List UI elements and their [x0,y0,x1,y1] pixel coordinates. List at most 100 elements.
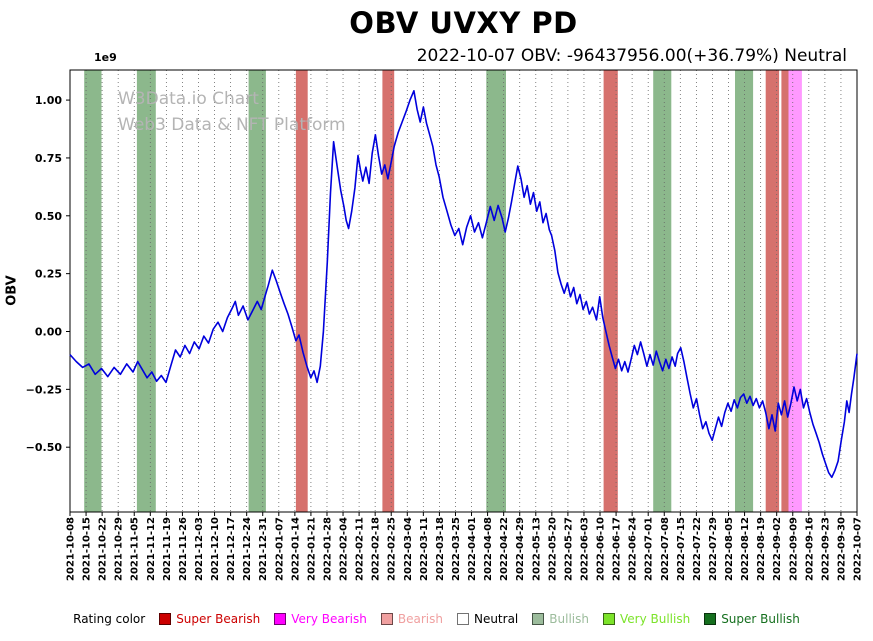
x-tick-label: 2021-10-22 [98,517,109,581]
gridlines [69,70,858,516]
rating-band-bullish [84,70,102,512]
x-tick-label: 2022-01-21 [306,517,317,581]
legend-item-bearish: Bearish [380,612,443,626]
x-tick-label: 2022-03-25 [451,517,462,581]
y-tick-label: 1.00 [35,94,62,107]
x-tick-label: 2022-09-02 [772,517,783,581]
x-tick-label: 2022-10-07 [853,517,864,581]
x-tick-label: 2022-02-11 [355,517,366,581]
legend-swatch-super-bearish [159,613,172,625]
x-tick-label: 2021-11-26 [178,517,189,581]
legend-item-bullish: Bullish [532,612,589,626]
legend-swatch-super-bullish [704,613,717,625]
legend-item-very-bullish: Very Bullish [602,612,691,626]
rating-bands [84,70,802,512]
rating-band-bullish [248,70,266,512]
x-tick-label: 2022-02-25 [387,517,398,581]
x-tick-label: 2022-02-18 [371,517,382,581]
rating-band-very-bearish [788,70,802,512]
y-axis-multiplier: 1e9 [94,51,117,64]
legend-item-super-bearish: Super Bearish [159,612,260,626]
obv-line [69,90,858,479]
x-tick-label: 2021-11-05 [130,517,141,581]
x-tick-label: 2022-04-29 [515,517,526,581]
x-tick-label: 2022-06-03 [580,517,591,581]
x-tick-label: 2021-11-19 [162,517,173,581]
x-tick-label: 2022-07-29 [708,517,719,581]
x-tick-label: 2022-08-19 [756,517,767,581]
x-tick-label: 2022-01-07 [274,517,285,581]
x-tick-label: 2022-04-22 [499,517,510,581]
legend-item-neutral: Neutral [456,612,519,626]
x-tick-label: 2022-01-28 [323,517,334,581]
x-tick-label: 2021-12-10 [210,517,221,581]
x-tick-label: 2022-04-08 [483,517,494,581]
x-tick-label: 2022-08-12 [740,517,751,581]
y-tick-label: 0.75 [35,152,62,165]
x-tick-label: 2022-06-24 [628,517,639,581]
legend-swatch-bearish [380,613,393,625]
x-tick-label: 2021-12-17 [226,517,237,581]
x-tick-label: 2022-02-04 [339,517,350,581]
x-tick-label: 2022-09-23 [820,517,831,581]
rating-band-bullish [136,70,156,512]
x-tick-label: 2022-03-04 [403,517,414,581]
x-tick-label: 2022-06-17 [612,517,623,581]
x-tick-label: 2022-03-18 [435,517,446,581]
y-tick-label: −0.25 [26,383,62,396]
rating-band-bullish [486,70,506,512]
y-axis-label: OBV [4,275,20,306]
y-tick-label: 0.50 [35,210,62,223]
legend-item-super-bullish: Super Bullish [704,612,800,626]
x-tick-label: 2022-04-01 [467,517,478,581]
rating-band-bearish [781,70,789,512]
legend-swatch-neutral [456,613,469,625]
legend-title: Rating color [73,612,146,626]
x-tick-label: 2021-10-29 [114,517,125,581]
x-tick-label: 2022-03-11 [419,517,430,581]
rating-band-bullish [653,70,672,512]
x-tick-label: 2022-08-05 [724,517,735,581]
x-tick-label: 2022-09-30 [836,517,847,581]
legend-label: Bearish [397,612,443,626]
legend-item-very-bearish: Very Bearish [274,612,367,626]
x-tick-label: 2022-09-09 [788,517,799,581]
legend-label: Super Bearish [176,612,261,626]
chart-subtitle: 2022-10-07 OBV: -96437956.00(+36.79%) Ne… [416,46,847,66]
x-tick-label: 2022-05-27 [563,517,574,581]
x-tick-label: 2021-11-12 [146,517,157,581]
plot-frame [69,69,858,513]
legend-label: Bullish [549,612,589,626]
legend-label: Very Bullish [619,612,691,626]
legend-label: Very Bearish [291,612,367,626]
x-tick-label: 2021-12-31 [258,517,269,581]
x-tick-label: 2021-10-15 [82,517,93,581]
chart-title: OBV UVXY PD [349,6,578,40]
x-tick-label: 2021-12-24 [242,517,253,581]
x-tick-label: 2021-12-03 [194,517,205,581]
legend-label: Super Bullish [721,612,800,626]
x-tick-label: 2022-07-22 [692,517,703,581]
x-tick-label: 2022-05-13 [531,517,542,581]
legend-swatch-very-bearish [274,613,287,625]
x-tick-label: 2022-05-20 [547,517,558,581]
y-tick-label: −0.50 [26,441,63,454]
x-tick-labels: 2021-10-08 2021-10-15 2021-10-22 2021-10-29… [66,517,864,581]
rating-band-bearish [765,70,780,512]
plot-area [70,70,857,512]
legend-swatch-very-bullish [602,613,615,625]
rating-band-bearish [603,70,618,512]
x-tick-label: 2022-01-14 [290,517,301,581]
legend-swatch-bullish [532,613,545,625]
x-tick-label: 2021-10-08 [66,517,77,581]
x-tick-label: 2022-06-10 [596,517,607,581]
y-tick-label: 0.25 [35,268,62,281]
rating-legend: Rating color Super Bearish Very Bearish Be… [0,612,873,626]
x-tick-label: 2022-09-16 [804,517,815,581]
legend-label: Neutral [473,612,519,626]
rating-band-bearish [295,70,308,512]
x-tick-label: 2022-07-01 [644,517,655,581]
legend-items: Super Bearish Very Bearish Bearish Neutral B… [159,612,800,626]
